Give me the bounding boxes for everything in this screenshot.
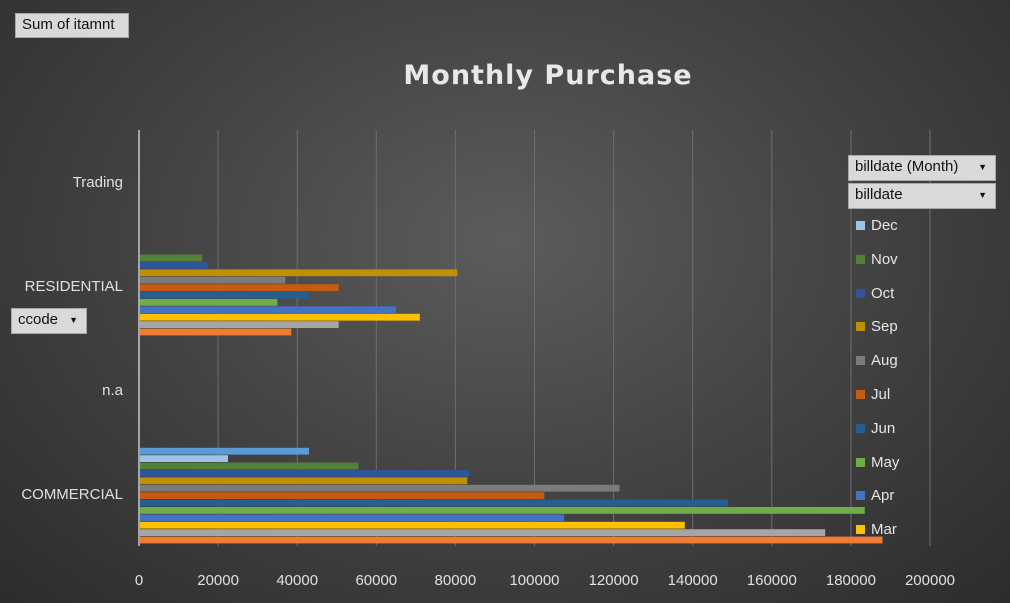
legend-swatch bbox=[856, 390, 865, 399]
rows-field-button[interactable]: ccode ▼ bbox=[11, 308, 87, 334]
dropdown-arrow-icon: ▼ bbox=[69, 315, 78, 325]
legend-swatch bbox=[856, 423, 865, 433]
legend-swatch bbox=[856, 491, 865, 501]
x-tick-label: 0 bbox=[135, 572, 143, 589]
x-tick-label: 80000 bbox=[435, 572, 477, 589]
values-field-label: Sum of itamnt bbox=[22, 16, 115, 33]
y-category-label: Trading bbox=[73, 174, 123, 191]
bar-residential-aug bbox=[140, 276, 286, 284]
bar-commercial-series bbox=[140, 447, 310, 455]
bar-commercial-oct bbox=[140, 470, 470, 477]
y-category-label: COMMERCIAL bbox=[21, 486, 123, 503]
dropdown-arrow-icon: ▼ bbox=[978, 162, 987, 172]
rows-field-label: ccode bbox=[18, 311, 59, 328]
dropdown-arrow-icon: ▼ bbox=[978, 190, 987, 200]
bar-commercial-may bbox=[140, 507, 865, 514]
bar-residential-jan bbox=[140, 321, 339, 328]
x-tick-label: 60000 bbox=[355, 572, 397, 589]
bar-residential-feb bbox=[140, 328, 292, 336]
x-tick-label: 20000 bbox=[197, 572, 239, 589]
bar-commercial-jun bbox=[140, 499, 729, 507]
legend-label: May bbox=[871, 453, 900, 471]
chart-title: Monthly Purchase bbox=[403, 60, 692, 91]
bar-commercial-jan bbox=[140, 529, 826, 536]
legend-label: Sep bbox=[871, 318, 898, 336]
legend-label: Aug bbox=[871, 352, 898, 370]
x-tick-label: 140000 bbox=[668, 572, 718, 589]
bar-commercial-sep bbox=[140, 477, 468, 485]
y-category-label: RESIDENTIAL bbox=[25, 278, 123, 295]
legend-swatch bbox=[856, 288, 865, 298]
bar-commercial-nov bbox=[140, 462, 359, 470]
legend-swatch bbox=[856, 525, 865, 535]
legend-swatch bbox=[856, 322, 865, 332]
legend-swatch bbox=[856, 457, 865, 467]
values-field-button[interactable]: Sum of itamnt bbox=[15, 13, 129, 38]
legend-field-label-billdate: billdate bbox=[855, 186, 903, 203]
bar-commercial-jul bbox=[140, 492, 545, 499]
x-tick-label: 180000 bbox=[826, 572, 876, 589]
bar-residential-jun bbox=[140, 291, 310, 299]
legend-field-button-month[interactable]: billdate (Month) ▼ bbox=[848, 155, 996, 181]
bar-residential-oct bbox=[140, 262, 209, 269]
x-tick-label: 40000 bbox=[276, 572, 318, 589]
bar-commercial-aug bbox=[140, 484, 620, 492]
bar-residential-apr bbox=[140, 306, 397, 314]
legend-label: Mar bbox=[871, 521, 897, 539]
bar-residential-may bbox=[140, 299, 278, 306]
legend-field-button-billdate[interactable]: billdate ▼ bbox=[848, 183, 996, 209]
bar-residential-jul bbox=[140, 284, 339, 291]
bar-commercial-feb bbox=[140, 536, 883, 544]
bar-residential-nov bbox=[140, 254, 203, 262]
legend-swatch bbox=[856, 254, 865, 264]
legend-field-label-month: billdate (Month) bbox=[855, 158, 959, 175]
legend-swatch bbox=[856, 221, 865, 230]
legend-label: Nov bbox=[871, 250, 898, 268]
bar-commercial-apr bbox=[140, 514, 565, 522]
bar-commercial-mar bbox=[140, 521, 685, 529]
legend-label: Dec bbox=[871, 217, 898, 234]
y-category-label: n.a bbox=[102, 382, 124, 399]
bar-residential-mar bbox=[140, 313, 420, 321]
x-tick-label: 120000 bbox=[589, 572, 639, 589]
legend-label: Jul bbox=[871, 386, 891, 403]
bar-commercial-dec bbox=[140, 455, 228, 462]
x-tick-label: 100000 bbox=[509, 572, 559, 589]
x-tick-label: 160000 bbox=[747, 572, 797, 589]
legend-label: Jun bbox=[871, 419, 896, 437]
legend-swatch bbox=[856, 356, 865, 366]
legend-label: Apr bbox=[871, 487, 895, 505]
x-tick-label: 200000 bbox=[905, 572, 955, 589]
bar-residential-sep bbox=[140, 269, 458, 277]
legend-label: Oct bbox=[871, 284, 895, 302]
